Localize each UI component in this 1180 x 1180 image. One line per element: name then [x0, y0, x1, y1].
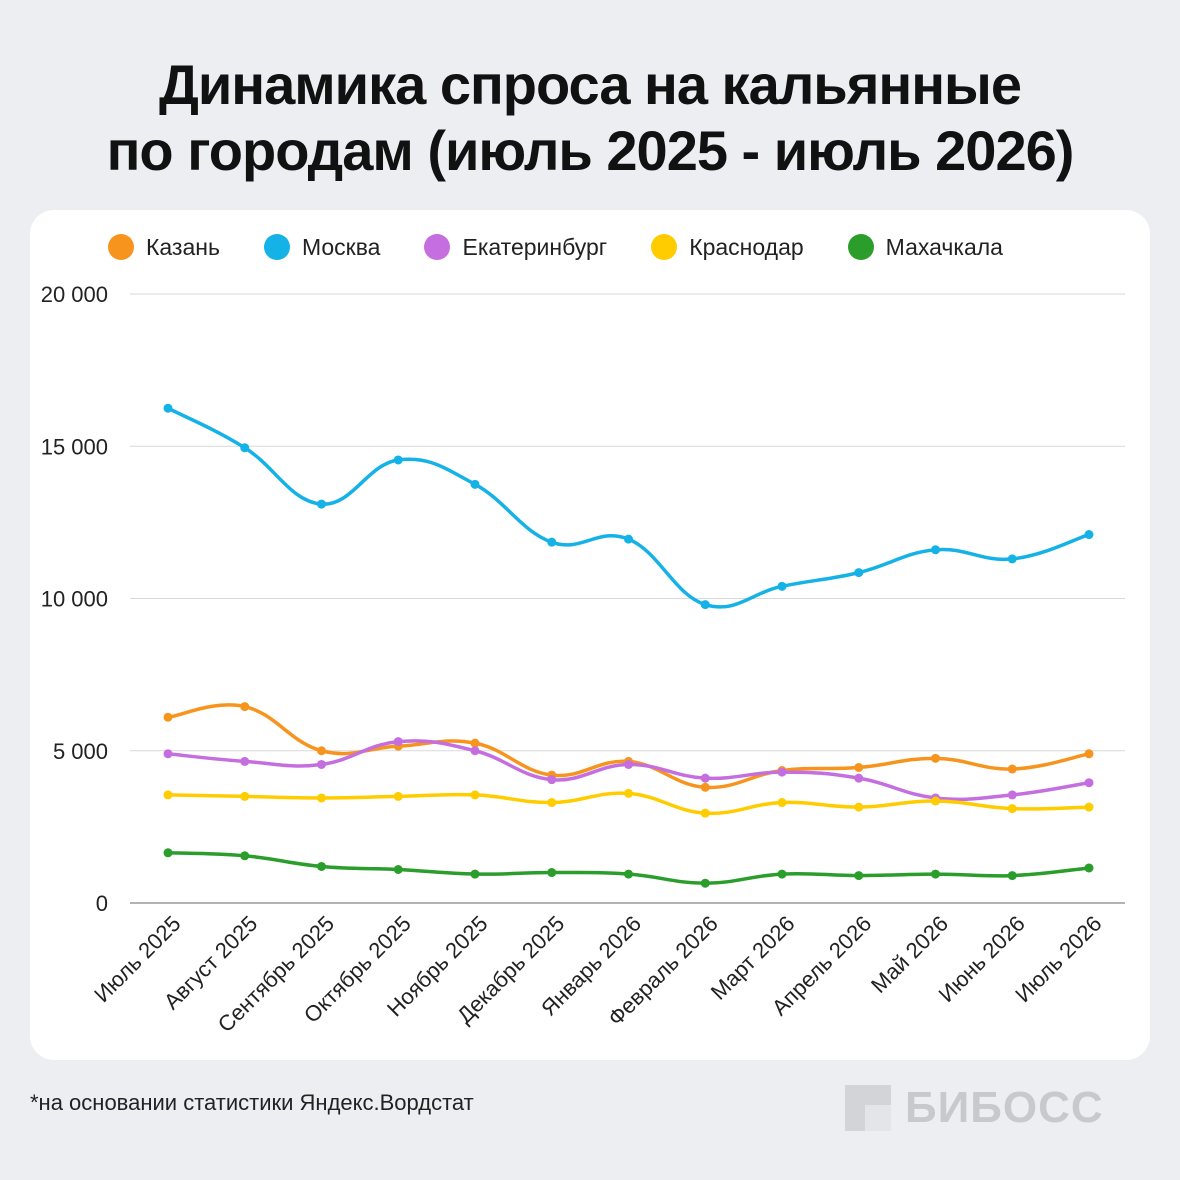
legend-item: Москва	[263, 233, 381, 261]
y-tick-label: 0	[96, 891, 108, 916]
data-point	[470, 790, 480, 800]
data-point	[700, 808, 710, 818]
data-point	[240, 756, 250, 766]
data-point	[163, 403, 173, 413]
legend-swatch-icon	[263, 234, 290, 260]
data-point	[317, 861, 326, 871]
legend-label: Москва	[301, 233, 381, 260]
brand-mark-icon	[845, 1085, 891, 1131]
data-point	[931, 545, 940, 555]
data-point	[393, 737, 403, 747]
data-point	[317, 499, 326, 509]
data-point	[1084, 778, 1094, 788]
data-point	[931, 869, 940, 879]
data-point	[1007, 804, 1017, 814]
data-point	[700, 773, 710, 783]
data-point	[854, 762, 864, 772]
y-tick-label: 5 000	[53, 739, 108, 764]
data-point	[1084, 749, 1094, 759]
data-point	[931, 796, 940, 806]
legend-label: Казань	[146, 233, 220, 260]
data-point	[1007, 554, 1017, 564]
legend-item: Махачкала	[847, 233, 1003, 261]
data-point	[854, 773, 864, 783]
data-point	[777, 869, 787, 879]
chart-title-line1: Динамика спроса на кальянные	[158, 53, 1022, 116]
data-point	[700, 878, 710, 888]
data-point	[1084, 530, 1094, 540]
data-point	[470, 869, 480, 879]
data-point	[1007, 871, 1017, 881]
data-point	[854, 802, 864, 812]
data-point	[317, 759, 326, 769]
data-point	[240, 851, 250, 861]
legend-swatch-icon	[847, 234, 874, 260]
data-point	[931, 753, 940, 763]
data-point	[240, 702, 250, 712]
legend-swatch-icon	[424, 234, 451, 260]
data-point	[777, 767, 787, 777]
series-line-Москва	[166, 406, 1091, 609]
data-point	[1084, 863, 1094, 873]
data-point	[547, 537, 557, 547]
legend-label: Екатеринбург	[462, 233, 608, 260]
data-point	[624, 869, 633, 879]
legend-item: Екатеринбург	[424, 234, 607, 261]
data-point	[240, 443, 250, 453]
legend-swatch-icon	[108, 234, 134, 260]
brand-logo: БИБОСС	[845, 1083, 1104, 1133]
data-point	[317, 746, 326, 756]
data-point	[163, 790, 173, 800]
data-point	[700, 600, 710, 610]
data-point	[240, 791, 250, 801]
y-tick-label: 20 000	[41, 282, 108, 307]
data-point	[393, 791, 403, 801]
data-point	[777, 798, 787, 808]
data-point	[624, 759, 633, 769]
legend-label: Краснодар	[689, 233, 804, 260]
legend-label: Махачкала	[885, 233, 1003, 260]
y-tick-label: 15 000	[41, 434, 108, 459]
data-point	[1007, 790, 1017, 800]
data-point	[1084, 802, 1094, 812]
data-point	[854, 568, 864, 578]
data-point	[547, 775, 557, 785]
data-point	[854, 871, 864, 881]
data-point	[470, 738, 480, 748]
y-tick-label: 10 000	[41, 587, 108, 612]
data-point	[700, 782, 710, 792]
brand-name: БИБОСС	[905, 1083, 1104, 1132]
data-point	[624, 534, 633, 544]
chart-title-line2: по городам (июль 2025 - июль 2026)	[106, 119, 1075, 182]
data-point	[163, 712, 173, 722]
data-point	[624, 788, 633, 798]
data-point	[547, 868, 557, 878]
data-point	[470, 746, 480, 756]
series-line-Махачкала	[166, 851, 1091, 885]
series-line-Казань	[166, 703, 1091, 790]
data-point	[163, 848, 173, 858]
legend-swatch-icon	[651, 234, 678, 260]
data-point	[470, 479, 480, 489]
data-point	[393, 865, 403, 875]
legend-item: Краснодар	[651, 233, 804, 261]
chart-card	[30, 210, 1150, 1060]
data-point	[317, 793, 326, 803]
data-point	[1007, 764, 1017, 774]
chart-title: Динамика спроса на кальянные по городам …	[0, 52, 1180, 184]
data-point	[547, 798, 557, 808]
footnote: *на основании статистики Яндекс.Вордстат	[30, 1090, 474, 1115]
chart-legend: Казань Москва Екатеринбург Краснодар Махачка…	[108, 232, 1003, 262]
data-point	[163, 749, 173, 759]
legend-item: Казань	[108, 234, 220, 261]
data-point	[393, 455, 403, 465]
data-point	[777, 581, 787, 591]
